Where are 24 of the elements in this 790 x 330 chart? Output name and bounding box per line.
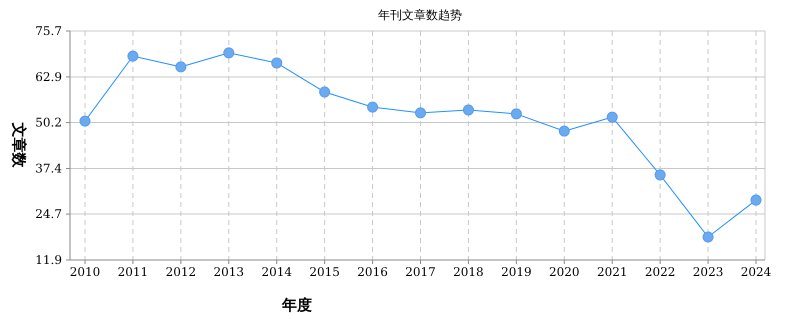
x-tick-label: 2023 — [692, 265, 724, 279]
x-tick-label: 2014 — [261, 265, 292, 279]
y-axis-title: 文章数 — [10, 122, 28, 168]
x-tick-label: 2020 — [549, 265, 580, 279]
x-tick-label: 2021 — [596, 265, 628, 279]
x-tick-label: 2015 — [309, 265, 340, 279]
y-tick-label: 50.2 — [35, 116, 62, 130]
x-tick-label: 2011 — [118, 265, 148, 279]
x-tick-label: 2012 — [166, 265, 196, 279]
x-tick-label: 2010 — [70, 265, 100, 279]
chart-title: 年刊文章数趋势 — [378, 8, 462, 22]
y-tick-label: 37.4 — [35, 161, 62, 176]
x-axis-title: 年度 — [281, 296, 312, 314]
x-tick-label: 2016 — [357, 265, 388, 279]
x-tick-label: 2018 — [453, 265, 484, 279]
x-tick-label: 2019 — [501, 265, 532, 279]
x-tick-label: 2024 — [740, 265, 772, 279]
y-tick-label: 75.7 — [35, 24, 62, 38]
x-tick-label: 2017 — [405, 265, 436, 279]
y-tick-label: 24.7 — [35, 207, 62, 222]
y-tick-label: 11.9 — [35, 253, 62, 267]
y-tick-label: 62.9 — [35, 70, 62, 84]
x-tick-label: 2022 — [644, 265, 676, 279]
x-tick-label: 2013 — [214, 265, 244, 279]
